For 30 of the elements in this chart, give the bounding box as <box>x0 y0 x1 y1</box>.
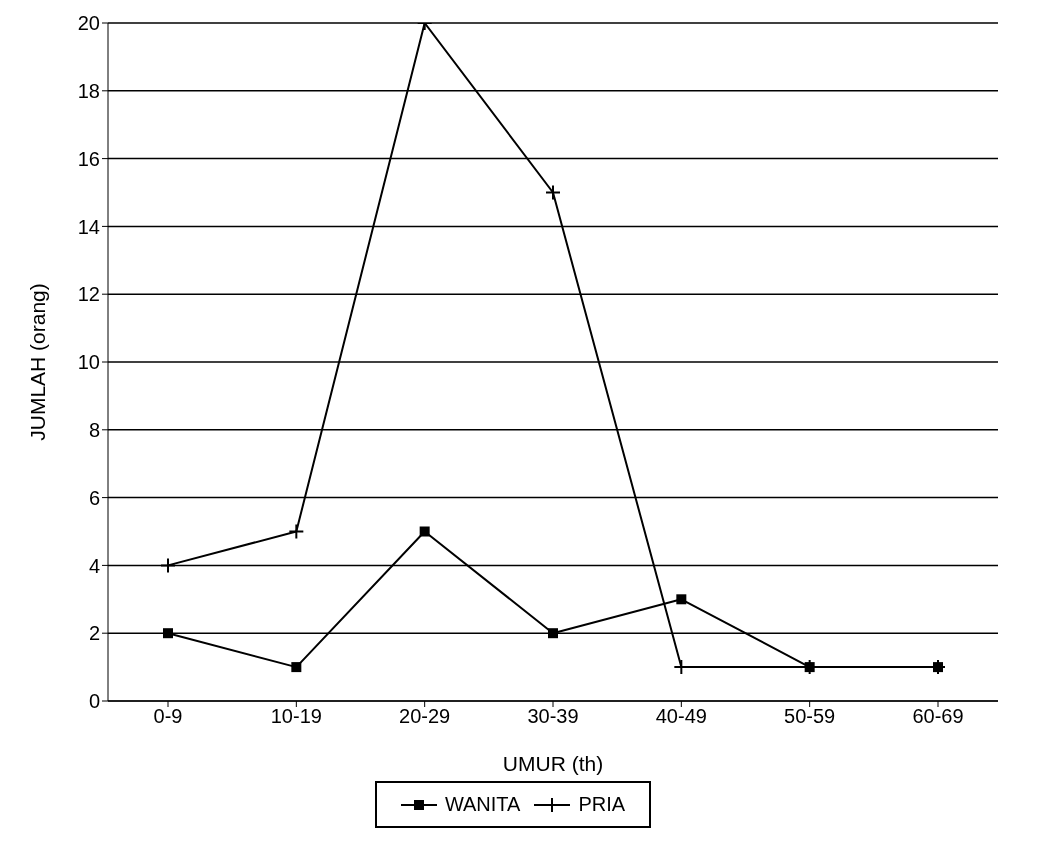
y-tick-label: 4 <box>88 554 100 577</box>
legend-label: PRIA <box>577 793 626 816</box>
y-tick-label: 10 <box>77 351 100 374</box>
y-axis-title: JUMLAH (orang) <box>26 283 50 441</box>
point <box>548 628 558 639</box>
point <box>676 594 687 605</box>
point <box>419 526 430 537</box>
point <box>288 523 305 540</box>
x-axis-title: UMUR (th) <box>502 752 604 775</box>
y-tick-label: 8 <box>88 418 100 441</box>
point <box>160 557 176 574</box>
y-tick-label: 2 <box>88 622 100 645</box>
x-tick-label: 40-49 <box>655 705 707 728</box>
x-tick-label: 30-39 <box>527 705 579 728</box>
x-tick-label: 60-69 <box>912 705 964 728</box>
y-tick-label: 18 <box>77 79 100 102</box>
point <box>545 184 561 201</box>
y-tick-label: 6 <box>88 486 100 509</box>
point <box>291 662 302 673</box>
y-tick-label: 12 <box>77 283 100 306</box>
legend-label: WANITA <box>443 793 521 816</box>
x-tick-label: 10-19 <box>270 705 322 728</box>
y-tick-label: 20 <box>77 12 100 35</box>
x-tick-label: 20-29 <box>399 705 451 728</box>
y-tick-label: 0 <box>88 690 100 713</box>
y-tick-label: 16 <box>77 147 100 170</box>
x-tick-label: 0-9 <box>153 705 183 728</box>
x-tick-label: 50-59 <box>784 705 836 728</box>
y-tick-label: 14 <box>77 215 100 238</box>
point <box>163 628 173 639</box>
